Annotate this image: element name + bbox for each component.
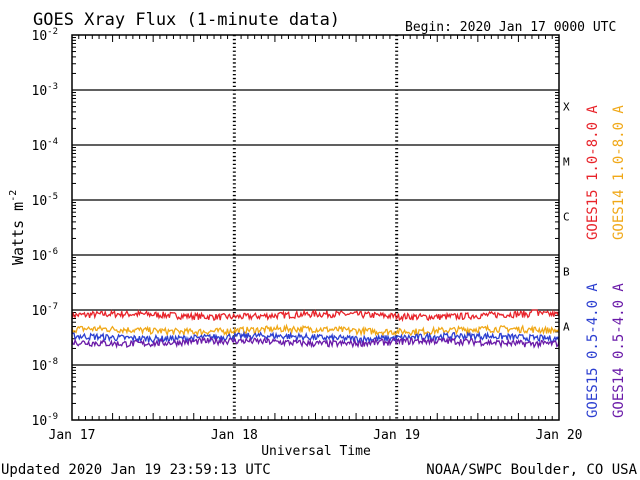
series-line-1 [71, 323, 560, 338]
series-line-0 [71, 308, 560, 323]
plot-frame [71, 34, 560, 421]
x-tick-label: Jan 17 [49, 428, 96, 443]
series-line-3 [71, 335, 560, 350]
x-tick-label: Jan 20 [536, 428, 583, 443]
legend-entry-1: GOES14 1.0-8.0 A [611, 105, 627, 240]
day-dividers [232, 35, 399, 420]
chart-title: GOES Xray Flux (1-minute data) [33, 10, 340, 30]
y-tick-label: 10-3 [32, 82, 59, 99]
begin-label: Begin: 2020 Jan 17 0000 UTC [405, 20, 616, 35]
gridlines [72, 89, 559, 366]
flare-class-C: C [563, 211, 570, 224]
flare-class-B: B [563, 266, 570, 279]
y-tick-label: 10-7 [32, 302, 59, 319]
y-tick-label: 10-4 [32, 137, 59, 154]
credit-label: NOAA/SWPC Boulder, CO USA [426, 462, 637, 478]
legend: GOES15 1.0-8.0 A GOES14 1.0-8.0 A GOES15 0… [585, 105, 627, 418]
series-line-2 [71, 330, 560, 345]
flare-class-labels: X M C B A [563, 101, 570, 334]
y-tick-label: 10-5 [32, 192, 59, 209]
y-axis-label: Watts m-2 [8, 190, 27, 265]
y-tick-label: 10-2 [32, 27, 59, 44]
tick-marks [72, 35, 559, 420]
y-tick-label: 10-9 [32, 412, 59, 429]
legend-entry-2: GOES15 0.5-4.0 A [585, 283, 601, 418]
updated-label: Updated 2020 Jan 19 23:59:13 UTC [1, 462, 271, 478]
y-tick-label: 10-8 [32, 357, 59, 374]
x-tick-label: Jan 19 [373, 428, 420, 443]
x-tick-labels: Jan 17 Jan 18 Jan 19 Jan 20 [49, 428, 583, 443]
flare-class-X: X [563, 101, 570, 114]
legend-entry-0: GOES15 1.0-8.0 A [585, 105, 601, 240]
x-axis-label: Universal Time [261, 444, 371, 459]
flare-class-A: A [563, 321, 570, 334]
x-tick-label: Jan 18 [211, 428, 258, 443]
y-tick-label: 10-6 [32, 247, 59, 264]
flare-class-M: M [563, 156, 570, 169]
legend-entry-3: GOES14 0.5-4.0 A [611, 283, 627, 418]
series-lines [71, 308, 560, 350]
y-tick-labels: 10-2 10-3 10-4 10-5 10-6 10-7 10-8 10-9 [32, 27, 59, 429]
